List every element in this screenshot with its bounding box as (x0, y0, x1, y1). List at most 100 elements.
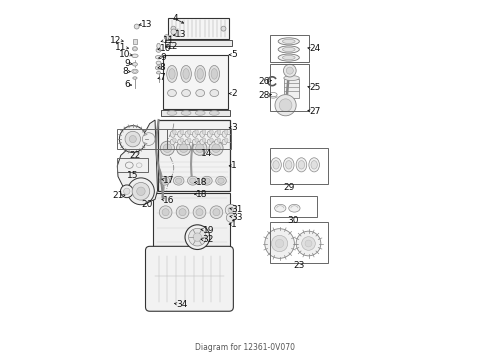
Ellipse shape (156, 61, 161, 65)
Ellipse shape (172, 130, 176, 135)
Circle shape (196, 209, 203, 216)
Circle shape (132, 183, 150, 200)
Ellipse shape (195, 111, 205, 115)
Text: 18: 18 (196, 190, 208, 199)
Text: 16: 16 (163, 195, 174, 204)
Ellipse shape (181, 66, 192, 82)
Text: 21: 21 (112, 192, 123, 201)
Ellipse shape (161, 178, 168, 183)
Text: 29: 29 (283, 183, 295, 192)
Ellipse shape (180, 130, 184, 135)
Ellipse shape (201, 176, 212, 185)
Ellipse shape (202, 130, 206, 135)
Circle shape (302, 237, 315, 250)
Circle shape (179, 209, 186, 216)
Bar (270, 35, 309, 62)
Ellipse shape (195, 66, 205, 82)
Ellipse shape (177, 131, 183, 137)
Polygon shape (117, 120, 157, 202)
Text: 33: 33 (232, 212, 243, 221)
Ellipse shape (193, 131, 197, 137)
Text: 28: 28 (258, 91, 270, 100)
Ellipse shape (183, 69, 189, 79)
Bar (157, 120, 230, 190)
Text: 14: 14 (200, 149, 212, 158)
Ellipse shape (222, 139, 227, 145)
Ellipse shape (207, 131, 212, 137)
Ellipse shape (188, 130, 191, 135)
Ellipse shape (182, 90, 191, 96)
Ellipse shape (190, 178, 196, 183)
Ellipse shape (155, 55, 162, 59)
Ellipse shape (159, 176, 170, 185)
Text: 18: 18 (196, 178, 208, 187)
Ellipse shape (284, 76, 299, 81)
Text: 12: 12 (168, 42, 179, 51)
Circle shape (123, 188, 130, 194)
Ellipse shape (169, 69, 175, 79)
Text: 6: 6 (124, 80, 130, 89)
Circle shape (185, 225, 210, 249)
Text: 4: 4 (172, 14, 178, 23)
Bar (117, 129, 167, 149)
Bar (270, 222, 328, 263)
Text: 9: 9 (124, 59, 130, 68)
Ellipse shape (289, 204, 300, 212)
Circle shape (305, 240, 312, 247)
Bar (117, 158, 148, 172)
Ellipse shape (196, 90, 205, 96)
Text: 25: 25 (310, 83, 321, 92)
Ellipse shape (274, 204, 286, 212)
Text: 5: 5 (231, 50, 237, 59)
Bar (167, 129, 231, 149)
Text: 7: 7 (160, 73, 165, 82)
Circle shape (221, 26, 226, 31)
Ellipse shape (197, 69, 203, 79)
Text: 17: 17 (163, 176, 174, 185)
Ellipse shape (156, 72, 161, 74)
Ellipse shape (271, 158, 281, 172)
Circle shape (129, 136, 136, 143)
Ellipse shape (132, 54, 138, 58)
Circle shape (193, 206, 206, 219)
Circle shape (120, 126, 146, 153)
Bar (161, 110, 230, 116)
Text: 22: 22 (129, 151, 141, 160)
Circle shape (134, 24, 139, 29)
Circle shape (176, 206, 189, 219)
Ellipse shape (156, 48, 161, 52)
Bar (270, 148, 328, 184)
Ellipse shape (278, 46, 299, 53)
Ellipse shape (282, 48, 295, 51)
Text: 23: 23 (293, 261, 304, 270)
Bar (168, 18, 229, 39)
Circle shape (125, 131, 141, 147)
Ellipse shape (167, 66, 177, 82)
Text: 10: 10 (119, 50, 130, 59)
Ellipse shape (133, 77, 137, 79)
Text: 3: 3 (231, 123, 237, 132)
Ellipse shape (224, 130, 228, 135)
Ellipse shape (210, 130, 213, 135)
Ellipse shape (216, 176, 226, 185)
Ellipse shape (195, 130, 198, 135)
Circle shape (275, 95, 296, 116)
Ellipse shape (185, 131, 190, 137)
Circle shape (296, 231, 321, 256)
Circle shape (226, 213, 236, 222)
Text: 8: 8 (160, 63, 165, 72)
Circle shape (213, 209, 220, 216)
Ellipse shape (222, 131, 227, 137)
Text: 19: 19 (203, 226, 214, 235)
Text: 2: 2 (231, 89, 237, 98)
Circle shape (179, 144, 188, 153)
Ellipse shape (172, 138, 176, 142)
Ellipse shape (185, 139, 190, 145)
Circle shape (142, 133, 155, 145)
Circle shape (228, 207, 234, 213)
Text: 13: 13 (175, 30, 187, 39)
Bar (133, 39, 137, 44)
Ellipse shape (209, 66, 220, 82)
FancyBboxPatch shape (146, 246, 233, 311)
Ellipse shape (224, 138, 228, 142)
